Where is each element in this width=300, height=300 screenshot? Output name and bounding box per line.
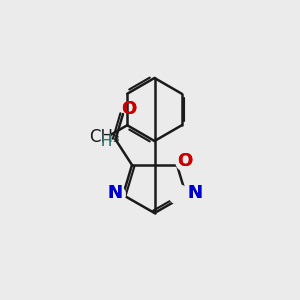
Text: N: N: [107, 184, 122, 202]
Text: N: N: [187, 184, 202, 202]
Text: N: N: [107, 184, 122, 202]
Text: O: O: [177, 152, 192, 169]
Text: H: H: [101, 134, 112, 148]
Text: O: O: [122, 100, 136, 118]
Text: O: O: [122, 100, 136, 118]
Text: O: O: [177, 152, 192, 169]
Text: CH₃: CH₃: [90, 128, 120, 146]
Text: N: N: [187, 184, 202, 202]
Text: H: H: [101, 134, 112, 148]
